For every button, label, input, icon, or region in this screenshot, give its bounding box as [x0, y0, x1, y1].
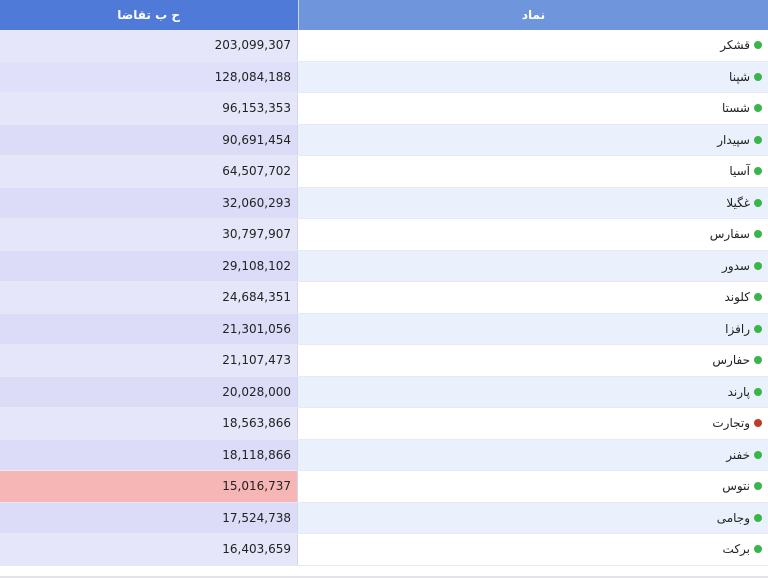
symbol-cell[interactable]: آسیا [298, 156, 768, 187]
symbol-label: پارند [727, 384, 750, 399]
symbol-label: برکت [722, 542, 750, 557]
status-dot-icon [754, 324, 762, 333]
header-symbol-column[interactable]: نماد [298, 0, 768, 30]
demand-volume-cell: 21,107,473 [0, 345, 298, 376]
status-dot-icon [754, 356, 762, 365]
demand-volume-cell: 32,060,293 [0, 187, 298, 218]
symbol-label: شستا [721, 101, 750, 116]
table-row[interactable]: 96,153,353 شستا [0, 93, 768, 125]
table-row[interactable]: 20,028,000 پارند [0, 376, 768, 408]
demand-volume-cell: 96,153,353 [0, 93, 298, 124]
symbol-label: خفنر [726, 447, 750, 462]
table-row[interactable]: 24,684,351 کلوند [0, 282, 768, 314]
demand-volume-cell: 30,797,907 [0, 219, 298, 250]
symbol-label: وتجارت [712, 416, 750, 431]
symbol-cell[interactable]: رافزا [298, 313, 768, 344]
table-row[interactable]: 30,797,907 سفارس [0, 219, 768, 251]
symbol-label: سدور [722, 258, 750, 273]
symbol-label: شپنا [729, 69, 750, 84]
symbol-cell[interactable]: شستا [298, 93, 768, 124]
status-dot-icon [754, 167, 762, 176]
status-dot-icon [754, 72, 762, 81]
table-row[interactable]: 128,084,188 شپنا [0, 61, 768, 93]
symbol-label: کلوند [724, 290, 750, 305]
demand-volume-cell: 20,028,000 [0, 376, 298, 407]
status-dot-icon [754, 513, 762, 522]
status-dot-icon [754, 482, 762, 491]
demand-volume-cell: 15,016,737 [0, 471, 298, 502]
table-body: 203,099,307 قشکر 128,084,188 شپنا 96,153,353… [0, 30, 768, 566]
table-row[interactable]: 15,016,737 نتوس [0, 471, 768, 503]
status-dot-icon [754, 261, 762, 270]
table-row[interactable]: 18,563,866 وتجارت [0, 408, 768, 440]
symbol-cell[interactable]: وجامی [298, 502, 768, 533]
table-row[interactable]: 16,403,659 برکت [0, 534, 768, 566]
symbol-cell[interactable]: کلوند [298, 282, 768, 313]
status-dot-icon [754, 230, 762, 239]
demand-volume-cell: 128,084,188 [0, 61, 298, 92]
symbol-label: سفارس [709, 227, 750, 242]
symbol-label: غگیلا [726, 195, 750, 210]
symbol-cell[interactable]: سفارس [298, 219, 768, 250]
symbol-cell[interactable]: غگیلا [298, 187, 768, 218]
symbol-cell[interactable]: سپیدار [298, 124, 768, 155]
table-row[interactable]: 21,301,056 رافزا [0, 313, 768, 345]
symbol-cell[interactable]: شپنا [298, 61, 768, 92]
demand-volume-cell: 90,691,454 [0, 124, 298, 155]
symbol-cell[interactable]: سدور [298, 250, 768, 281]
status-dot-icon [754, 104, 762, 113]
symbol-cell[interactable]: خفنر [298, 439, 768, 470]
status-dot-icon [754, 545, 762, 554]
symbol-cell[interactable]: برکت [298, 534, 768, 565]
status-dot-icon [754, 41, 762, 50]
symbol-cell[interactable]: حفارس [298, 345, 768, 376]
symbol-label: رافزا [725, 321, 750, 336]
status-dot-icon [754, 450, 762, 459]
table-header: ح ب تقاضا نماد [0, 0, 768, 30]
demand-volume-cell: 18,563,866 [0, 408, 298, 439]
demand-volume-cell: 203,099,307 [0, 30, 298, 61]
symbol-cell[interactable]: وتجارت [298, 408, 768, 439]
status-dot-icon [754, 387, 762, 396]
demand-volume-cell: 17,524,738 [0, 502, 298, 533]
table-row[interactable]: 17,524,738 وجامی [0, 502, 768, 534]
table-row[interactable]: 18,118,866 خفنر [0, 439, 768, 471]
demand-volume-cell: 24,684,351 [0, 282, 298, 313]
status-dot-icon [754, 198, 762, 207]
table-row[interactable]: 203,099,307 قشکر [0, 30, 768, 62]
demand-volume-cell: 64,507,702 [0, 156, 298, 187]
symbol-label: سپیدار [717, 132, 750, 147]
demand-volume-cell: 18,118,866 [0, 439, 298, 470]
symbol-label: آسیا [729, 164, 750, 179]
symbol-label: حفارس [712, 353, 750, 368]
status-dot-icon [754, 419, 762, 428]
demand-volume-cell: 29,108,102 [0, 250, 298, 281]
symbol-label: نتوس [722, 479, 750, 494]
symbol-label: قشکر [720, 38, 750, 53]
symbol-cell[interactable]: پارند [298, 376, 768, 407]
status-dot-icon [754, 293, 762, 302]
table-row[interactable]: 21,107,473 حفارس [0, 345, 768, 377]
table-row[interactable]: 64,507,702 آسیا [0, 156, 768, 188]
symbol-cell[interactable]: قشکر [298, 30, 768, 61]
header-value-column[interactable]: ح ب تقاضا [0, 0, 298, 30]
header-value-label: ح ب تقاضا [117, 8, 180, 22]
table-row[interactable]: 32,060,293 غگیلا [0, 187, 768, 219]
demand-volume-cell: 16,403,659 [0, 534, 298, 565]
symbol-cell[interactable]: نتوس [298, 471, 768, 502]
status-dot-icon [754, 135, 762, 144]
symbol-label: وجامی [716, 510, 750, 525]
demand-volume-cell: 21,301,056 [0, 313, 298, 344]
table-row[interactable]: 29,108,102 سدور [0, 250, 768, 282]
header-symbol-label: نماد [521, 8, 546, 22]
table-row[interactable]: 90,691,454 سپیدار [0, 124, 768, 156]
